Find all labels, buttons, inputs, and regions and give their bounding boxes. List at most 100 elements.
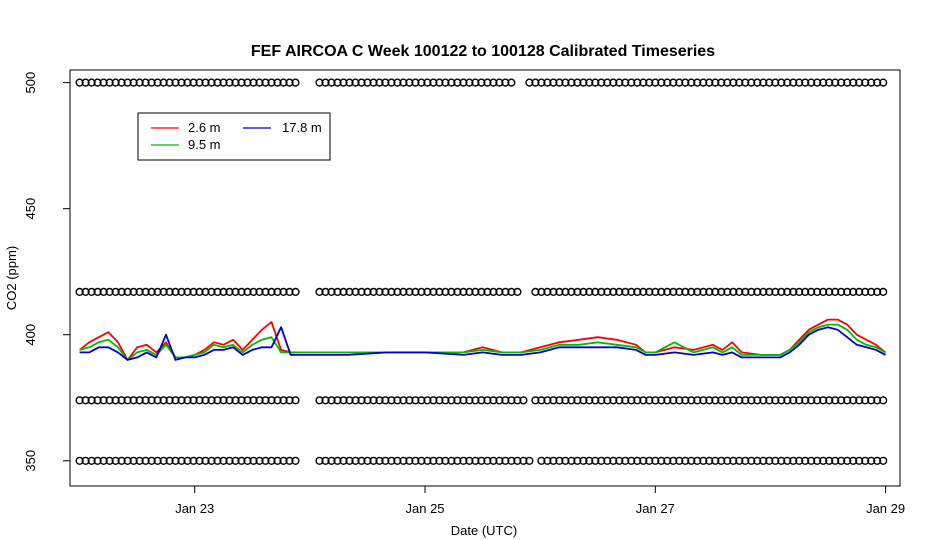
reference-point	[789, 396, 798, 405]
reference-point	[351, 287, 360, 297]
reference-point	[585, 396, 594, 405]
reference-point	[471, 78, 480, 87]
reference-point	[501, 396, 510, 405]
reference-point	[705, 396, 714, 405]
reference-point	[753, 78, 762, 87]
reference-point	[243, 396, 252, 405]
reference-point	[819, 287, 828, 297]
reference-point	[765, 456, 774, 465]
reference-point	[105, 396, 114, 405]
reference-point	[321, 78, 330, 87]
reference-point	[459, 456, 468, 465]
reference-point	[795, 396, 804, 405]
reference-point	[657, 78, 666, 87]
reference-point	[321, 396, 330, 405]
reference-point	[159, 396, 168, 405]
reference-point	[111, 287, 120, 297]
reference-point	[849, 456, 858, 465]
reference-point	[171, 287, 180, 297]
reference-point	[321, 287, 330, 297]
reference-point	[129, 456, 138, 465]
reference-point	[345, 287, 354, 297]
reference-point	[579, 456, 588, 465]
reference-point	[75, 456, 84, 465]
reference-point	[189, 456, 198, 465]
reference-point	[393, 78, 402, 87]
reference-point	[693, 78, 702, 87]
reference-point	[339, 456, 348, 465]
reference-point	[429, 78, 438, 87]
legend-box	[137, 112, 331, 161]
reference-point	[825, 287, 834, 297]
reference-point	[777, 456, 786, 465]
reference-point	[861, 456, 870, 465]
reference-point	[531, 396, 540, 405]
reference-point	[423, 396, 432, 405]
reference-point	[477, 456, 486, 465]
reference-point	[681, 396, 690, 405]
reference-point	[567, 287, 576, 297]
reference-point	[759, 78, 768, 87]
reference-point	[81, 287, 90, 297]
reference-point	[219, 287, 228, 297]
reference-point	[183, 78, 192, 87]
reference-point	[183, 287, 192, 297]
reference-point	[279, 287, 288, 297]
reference-point	[651, 396, 660, 405]
reference-point	[507, 396, 516, 405]
reference-point	[729, 287, 738, 297]
series-lines	[79, 318, 887, 361]
reference-point	[135, 287, 144, 297]
reference-point	[87, 396, 96, 405]
reference-point	[783, 456, 792, 465]
reference-point	[477, 78, 486, 87]
reference-point	[831, 396, 840, 405]
reference-point	[177, 456, 186, 465]
reference-point	[777, 396, 786, 405]
reference-point	[669, 287, 678, 297]
reference-point	[753, 456, 762, 465]
legend-label-9-5m: 9.5 m	[188, 137, 221, 152]
reference-point	[711, 396, 720, 405]
reference-point	[591, 456, 600, 465]
reference-point	[357, 396, 366, 405]
reference-point	[579, 78, 588, 87]
reference-point	[597, 287, 606, 297]
reference-point	[693, 396, 702, 405]
reference-point	[699, 456, 708, 465]
reference-point	[165, 78, 174, 87]
reference-point	[543, 396, 552, 405]
reference-point	[873, 456, 882, 465]
reference-point	[87, 78, 96, 87]
reference-point	[597, 396, 606, 405]
reference-point	[129, 287, 138, 297]
reference-point	[687, 396, 696, 405]
reference-point	[495, 456, 504, 465]
reference-point	[93, 396, 102, 405]
reference-point	[243, 78, 252, 87]
reference-point	[795, 456, 804, 465]
reference-point	[201, 456, 210, 465]
reference-point	[81, 456, 90, 465]
reference-point	[741, 456, 750, 465]
reference-point	[729, 456, 738, 465]
reference-point	[201, 396, 210, 405]
reference-point	[507, 287, 516, 297]
reference-point	[747, 396, 756, 405]
reference-point	[711, 287, 720, 297]
reference-point	[783, 396, 792, 405]
reference-point	[669, 456, 678, 465]
reference-point	[141, 78, 150, 87]
reference-point	[579, 287, 588, 297]
reference-point	[249, 396, 258, 405]
reference-point	[831, 456, 840, 465]
reference-point	[681, 287, 690, 297]
reference-point	[639, 78, 648, 87]
reference-point	[333, 287, 342, 297]
reference-point	[543, 78, 552, 87]
reference-point	[429, 287, 438, 297]
reference-point	[75, 78, 84, 87]
reference-point	[363, 78, 372, 87]
reference-point	[615, 287, 624, 297]
reference-point	[825, 456, 834, 465]
